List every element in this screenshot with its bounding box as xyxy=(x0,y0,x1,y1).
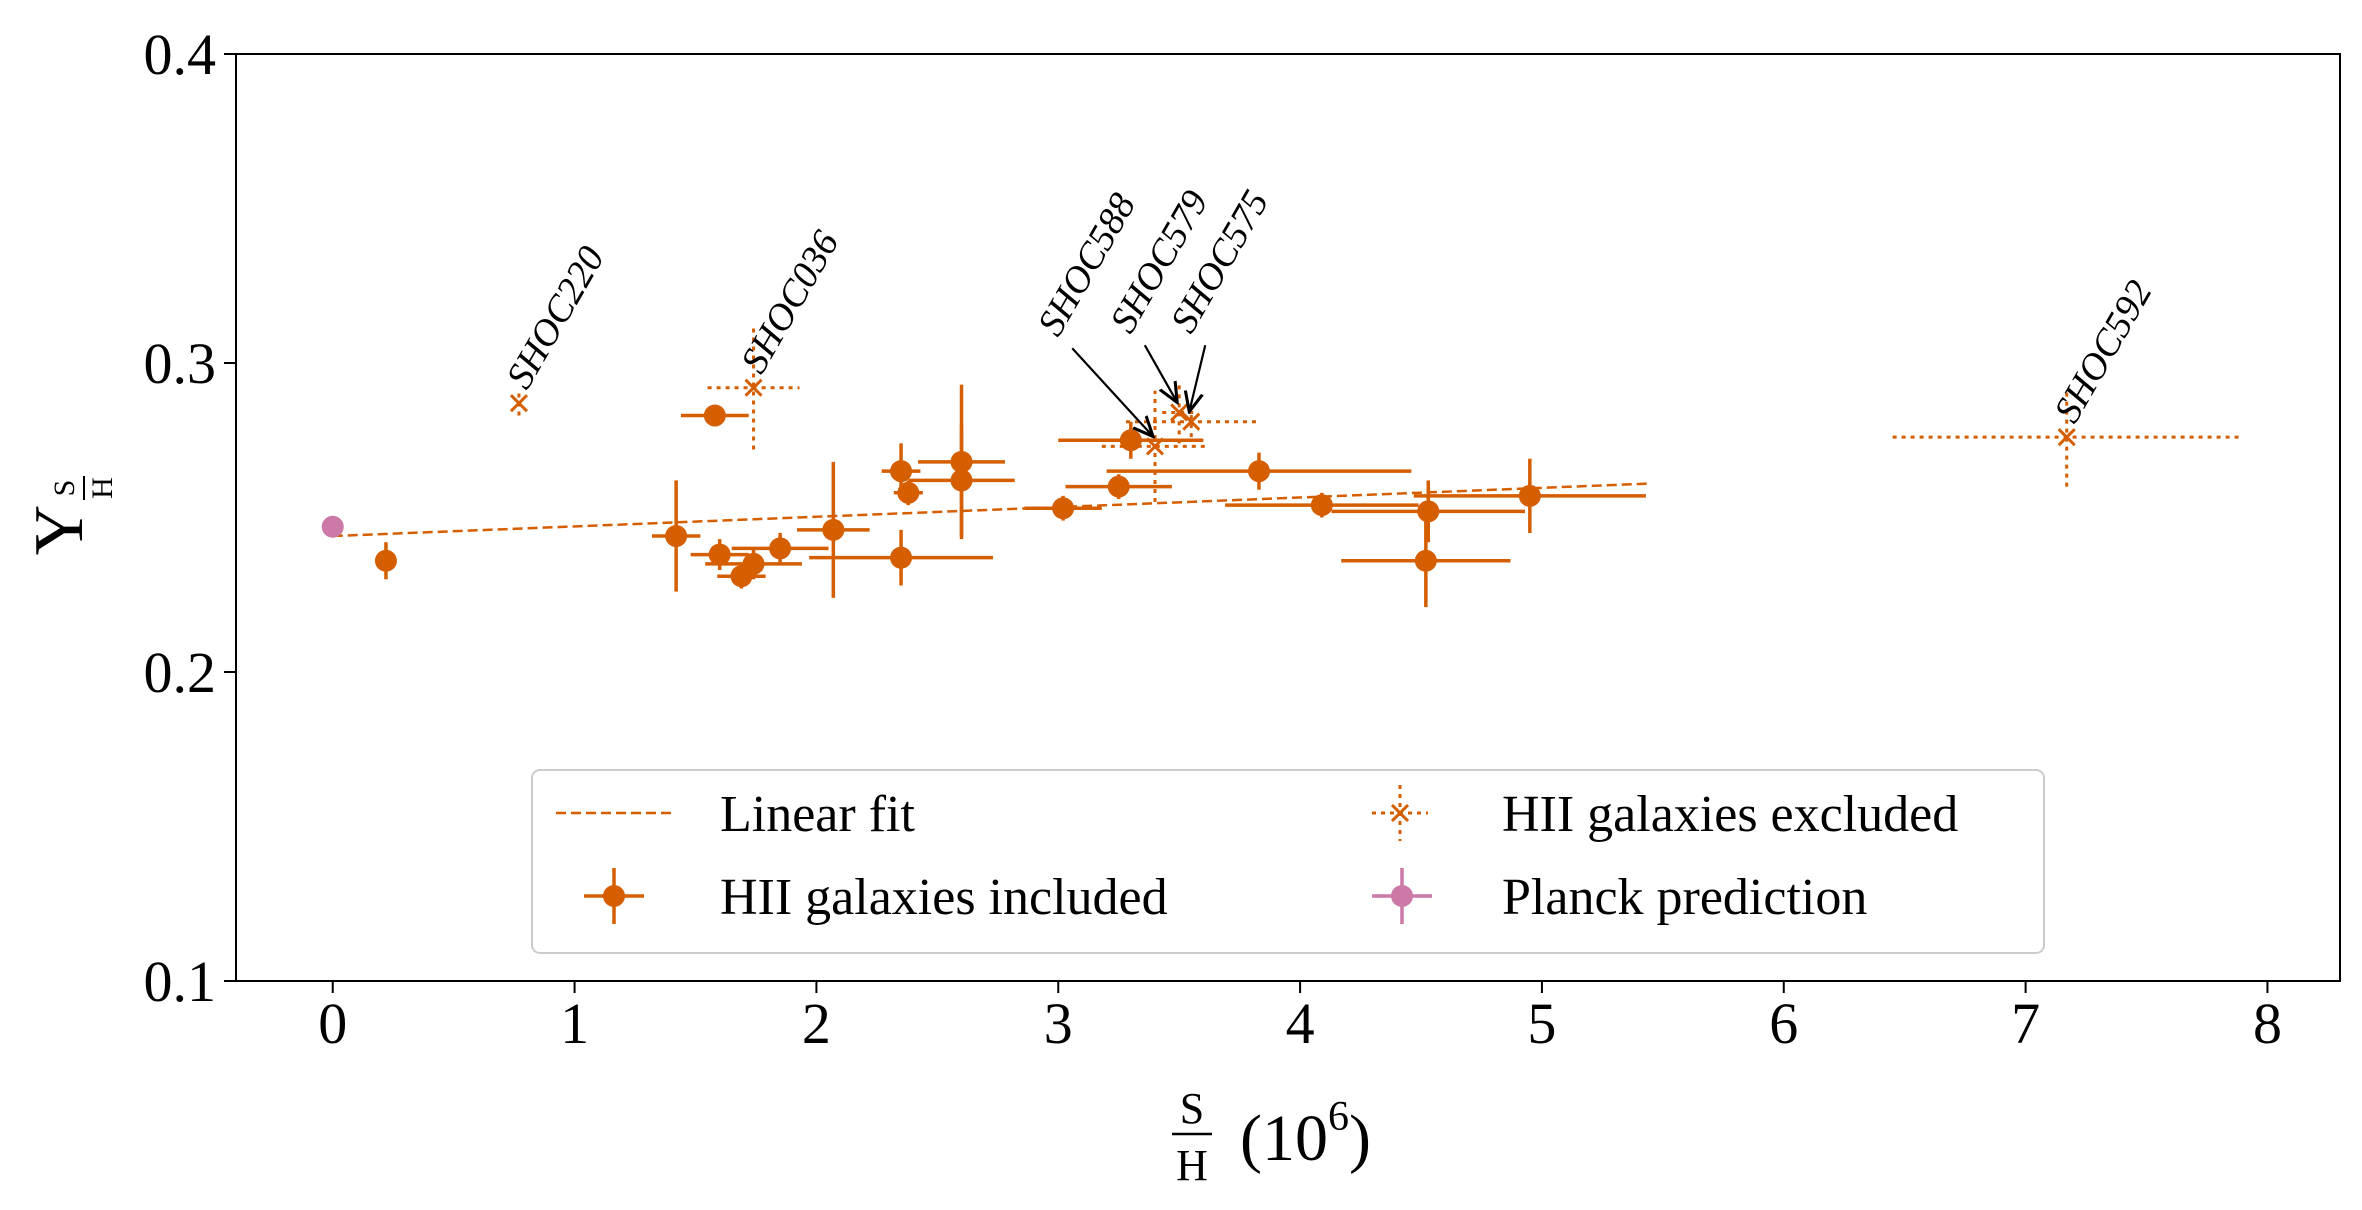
legend-swatch-included-marker xyxy=(603,885,625,907)
x-axis-title-den: H xyxy=(1176,1141,1208,1190)
included-marker xyxy=(1417,500,1440,523)
excluded-marker xyxy=(509,394,529,413)
y-axis-title-main: Y xyxy=(21,505,98,556)
legend: Linear fit HII galaxies excluded HII gal… xyxy=(531,769,2045,954)
x-tick-label: 1 xyxy=(560,991,589,1056)
excluded-marker xyxy=(1182,412,1201,431)
included-marker xyxy=(708,543,731,566)
excluded-marker xyxy=(2057,428,2076,447)
annotation-label: SHOC036 xyxy=(733,224,847,380)
included-marker xyxy=(1310,494,1333,517)
annotation-arrow xyxy=(1143,344,1177,402)
annotation-arrow xyxy=(1071,347,1153,436)
included-point xyxy=(1058,421,1204,459)
included-marker xyxy=(703,404,726,427)
included-marker xyxy=(890,460,913,483)
x-axis-title-unit-open: (10 xyxy=(1240,1102,1328,1175)
included-marker xyxy=(822,518,845,541)
x-axis-title: S H (106) xyxy=(1172,1084,1371,1190)
y-tick-label: 0.3 xyxy=(144,331,217,396)
excluded-point xyxy=(1892,387,2241,487)
included-point xyxy=(374,542,397,580)
included-marker xyxy=(1414,549,1437,572)
included-marker xyxy=(742,552,765,575)
x-axis-title-unit-close: ) xyxy=(1349,1102,1371,1175)
excluded-point xyxy=(1125,406,1257,438)
included-point xyxy=(1024,495,1102,521)
y-tick-label: 0.1 xyxy=(144,949,217,1014)
legend-label-linear-fit: Linear fit xyxy=(720,786,915,843)
annotation-label: SHOC220 xyxy=(498,239,612,395)
included-marker xyxy=(890,546,913,569)
x-axis-title-num: S xyxy=(1180,1084,1204,1133)
included-marker xyxy=(950,469,973,492)
included-point xyxy=(797,461,870,598)
x-tick-label: 0 xyxy=(318,991,347,1056)
y-axis-title-sub-den: H xyxy=(86,477,119,499)
included-point xyxy=(908,424,1015,537)
x-tick-label: 3 xyxy=(1044,991,1073,1056)
included-marker xyxy=(897,481,920,504)
legend-item-excluded: HII galaxies excluded xyxy=(1372,785,1958,843)
included-point xyxy=(809,529,993,586)
excluded-marker xyxy=(744,378,763,397)
included-marker xyxy=(665,525,688,548)
legend-label-excluded: HII galaxies excluded xyxy=(1502,786,1958,843)
included-point xyxy=(1065,474,1172,499)
annotation-arrow xyxy=(1189,344,1207,412)
y-tick-label: 0.4 xyxy=(144,22,217,87)
x-tick-label: 7 xyxy=(2011,991,2040,1056)
included-marker xyxy=(1119,429,1142,452)
annotations: SHOC220 SHOC036 SHOC588SHOC579SHOC575SHOC5… xyxy=(498,183,2161,436)
included-point xyxy=(1106,452,1412,490)
legend-item-linear-fit: Linear fit xyxy=(556,786,915,843)
included-point xyxy=(651,480,701,592)
legend-label-included: HII galaxies included xyxy=(720,869,1168,926)
x-tick-label: 5 xyxy=(1527,991,1556,1056)
y-axis-title: Y S H xyxy=(21,476,119,555)
plot-area xyxy=(235,53,2341,982)
included-point xyxy=(680,404,749,427)
included-point xyxy=(1341,514,1511,608)
y-axis-title-sub-num: S xyxy=(48,480,81,497)
x-tick-label: 8 xyxy=(2253,991,2282,1056)
legend-label-planck: Planck prediction xyxy=(1502,869,1867,926)
included-marker xyxy=(1247,460,1270,483)
y-tick-label: 0.2 xyxy=(144,640,217,705)
included-marker xyxy=(1107,475,1130,498)
included-marker xyxy=(1052,497,1075,520)
x-tick-label: 6 xyxy=(1769,991,1798,1056)
legend-swatch-excluded-marker xyxy=(1390,803,1410,823)
x-axis-title-unit-exp: 6 xyxy=(1328,1094,1349,1140)
excluded-point xyxy=(509,390,529,416)
included-marker xyxy=(374,549,397,572)
legend-frame xyxy=(531,769,2045,954)
annotation-label: SHOC592 xyxy=(2046,273,2160,429)
legend-swatch-planck-marker xyxy=(1391,885,1413,907)
included-series xyxy=(374,384,1646,608)
linear-fit-layer xyxy=(332,482,1651,538)
y-axis: 0.1 0.2 0.3 0.4 xyxy=(144,22,236,1014)
included-marker xyxy=(1518,484,1541,507)
included-point xyxy=(893,480,923,506)
x-tick-label: 4 xyxy=(1286,991,1315,1056)
included-point xyxy=(705,548,802,580)
included-point xyxy=(1331,480,1526,543)
included-point xyxy=(731,532,829,564)
planck-marker xyxy=(321,515,344,538)
legend-item-planck: Planck prediction xyxy=(1372,868,1867,926)
x-tick-label: 2 xyxy=(802,991,831,1056)
legend-item-included: HII galaxies included xyxy=(584,868,1168,926)
included-point xyxy=(1413,458,1646,533)
included-marker xyxy=(769,537,792,560)
x-axis-title-unit: (106) xyxy=(1240,1094,1371,1175)
included-point xyxy=(1225,492,1419,518)
planck-series xyxy=(321,515,344,538)
x-axis: 0 1 2 3 4 5 6 7 8 xyxy=(318,981,2282,1056)
linear-fit-line xyxy=(332,482,1651,538)
excluded-point xyxy=(707,325,800,450)
